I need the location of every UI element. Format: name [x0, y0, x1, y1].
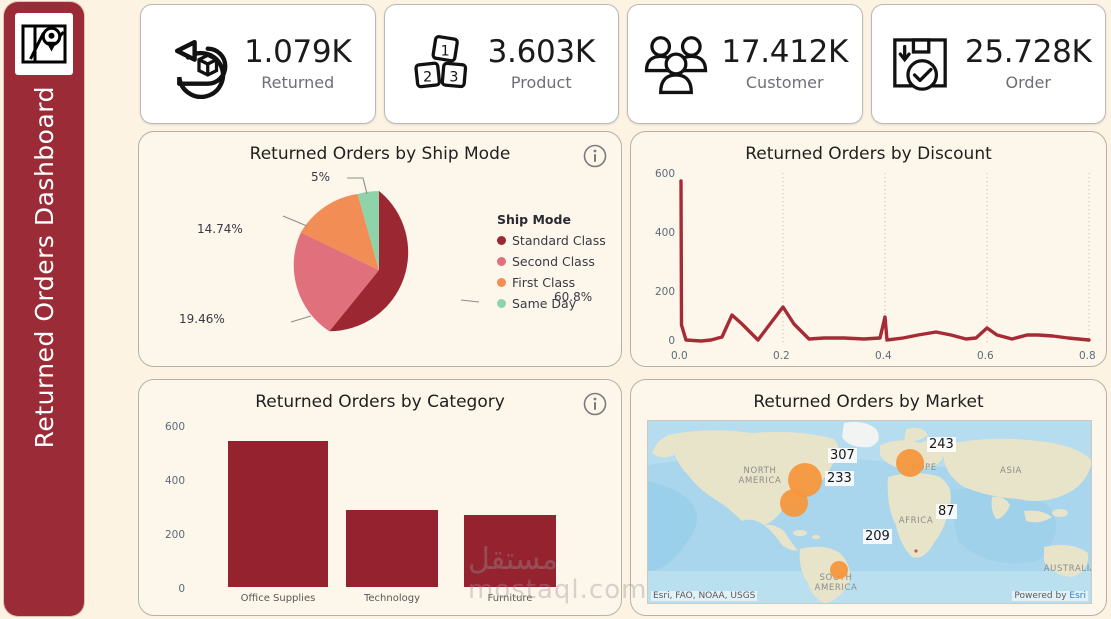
info-circle-icon[interactable] — [583, 144, 607, 168]
legend-item-second-class[interactable]: Second Class — [497, 254, 606, 269]
panel-title: Returned Orders by Category — [255, 392, 505, 412]
panel-title: Returned Orders by Market — [753, 392, 984, 412]
x-tick-label: 0.0 — [671, 350, 688, 362]
map-region-asia: ASIA — [1000, 466, 1022, 476]
kpi-value: 25.728K — [964, 34, 1092, 71]
panel-title: Returned Orders by Ship Mode — [249, 144, 511, 164]
kpi-value: 3.603K — [487, 34, 596, 71]
svg-text:1: 1 — [440, 43, 449, 59]
pie-chart[interactable] — [239, 166, 519, 366]
kpi-card-returned[interactable]: 1.079K Returned — [140, 4, 376, 124]
pie-legend: Ship Mode Standard Class Second Class Fi… — [497, 212, 606, 317]
legend-swatch — [497, 236, 506, 245]
legend-swatch — [497, 278, 506, 287]
panel-market: Returned Orders by Market — [630, 379, 1107, 616]
y-tick-label: 0 — [178, 583, 185, 595]
map-value-label: 243 — [927, 437, 956, 452]
panel-discount: Returned Orders by Discount 600 400 200 … — [630, 131, 1107, 367]
kpi-label: Product — [510, 72, 572, 92]
x-tick-label: 0.2 — [773, 350, 790, 362]
people-group-icon — [641, 29, 711, 99]
kpi-label: Order — [1005, 72, 1051, 92]
svg-text:2: 2 — [423, 70, 432, 86]
dashboard-title-text: Returned Orders Dashboard — [29, 85, 59, 449]
panel-category: Returned Orders by Category 600 400 200 … — [138, 379, 622, 616]
legend-swatch — [497, 257, 506, 266]
y-tick-label: 200 — [654, 286, 675, 298]
kpi-label: Customer — [745, 72, 824, 92]
app-logo[interactable] — [15, 13, 73, 75]
kpi-value: 1.079K — [244, 34, 352, 71]
pie-label-first-class: 14.74% — [197, 222, 243, 236]
y-tick-label: 400 — [654, 227, 675, 239]
info-circle-icon[interactable] — [583, 392, 607, 416]
map-basemap — [648, 421, 1091, 603]
kpi-row: 1.079K Returned 1 2 3 3.603K Product — [140, 4, 1106, 124]
pie-label-second-class: 19.46% — [179, 312, 225, 326]
kpi-label: Returned — [261, 72, 335, 92]
legend-label: First Class — [512, 275, 576, 290]
kpi-value: 17.412K — [721, 34, 849, 71]
map-value-label: 233 — [825, 471, 854, 486]
panel-ship-mode: Returned Orders by Ship Mode 60.8% 19.46… — [138, 131, 622, 367]
map-bubble-europe[interactable] — [896, 449, 924, 477]
map-value-label: 307 — [828, 448, 857, 463]
map-attribution: Esri, FAO, NOAA, USGS — [651, 591, 758, 601]
map-bubble-north-america-south[interactable] — [780, 489, 808, 517]
panel-title: Returned Orders by Discount — [745, 144, 992, 164]
map-bubble-south-america[interactable] — [830, 561, 848, 579]
numbered-blocks-icon: 1 2 3 — [408, 29, 478, 99]
sidebar: Returned Orders Dashboard — [4, 2, 84, 616]
kpi-card-order[interactable]: 25.728K Order — [870, 4, 1106, 124]
bar-chart-area: 600 400 200 0 Office Supplies Technology… — [139, 380, 621, 615]
kpi-card-customer[interactable]: 17.412K Customer — [627, 4, 863, 124]
y-tick-label: 400 — [164, 475, 185, 487]
legend-label: Standard Class — [512, 233, 606, 248]
bar-office-supplies[interactable] — [228, 441, 328, 587]
y-tick-label: 0 — [668, 335, 675, 347]
legend-item-same-day[interactable]: Same Day — [497, 296, 606, 311]
map-value-label: 87 — [936, 504, 957, 519]
map-region-africa: AFRICA — [898, 516, 934, 526]
x-tick-label: 0.8 — [1079, 350, 1096, 362]
map-region-north-america: NORTH AMERICA — [738, 466, 782, 486]
map-region-europe: ROPE — [911, 463, 937, 473]
pie-chart-area: 60.8% 19.46% 14.74% 5% Ship Mode Standar… — [139, 166, 621, 366]
y-tick-label: 600 — [164, 421, 185, 433]
map-region-australia: AUSTRALIA — [1043, 564, 1092, 574]
legend-item-standard-class[interactable]: Standard Class — [497, 233, 606, 248]
powered-by-text: Powered by — [1014, 591, 1067, 601]
bar-technology[interactable] — [346, 510, 438, 587]
box-check-icon — [885, 29, 955, 99]
bar-furniture[interactable] — [464, 515, 556, 587]
esri-link[interactable]: Esri — [1069, 591, 1086, 601]
bar-category-label: Furniture — [487, 593, 533, 604]
y-tick-label: 200 — [164, 529, 185, 541]
svg-text:3: 3 — [449, 70, 458, 86]
legend-label: Same Day — [512, 296, 577, 311]
dashboard-title: Returned Orders Dashboard — [4, 2, 84, 616]
line-chart-area: 600 400 200 0 0.0 0.2 0.4 0.6 0.8 — [631, 132, 1106, 366]
line-chart[interactable] — [631, 132, 1108, 368]
pie-label-same-day: 5% — [311, 170, 331, 184]
legend-title: Ship Mode — [497, 212, 571, 227]
map-location-pin-icon — [21, 24, 67, 64]
legend-label: Second Class — [512, 254, 595, 269]
x-tick-label: 0.6 — [977, 350, 994, 362]
map-powered-by: Powered by Esri — [1012, 591, 1088, 601]
pie-label-standard-class: 60.8% — [554, 290, 593, 304]
y-tick-label: 600 — [654, 168, 675, 180]
x-tick-label: 0.4 — [875, 350, 892, 362]
kpi-card-product[interactable]: 1 2 3 3.603K Product — [383, 4, 619, 124]
bar-category-label: Office Supplies — [240, 593, 316, 604]
legend-swatch — [497, 299, 506, 308]
bar-category-label: Technology — [363, 593, 420, 604]
return-package-arrow-icon — [164, 29, 234, 100]
map-value-label: 209 — [863, 529, 892, 544]
legend-item-first-class[interactable]: First Class — [497, 275, 606, 290]
